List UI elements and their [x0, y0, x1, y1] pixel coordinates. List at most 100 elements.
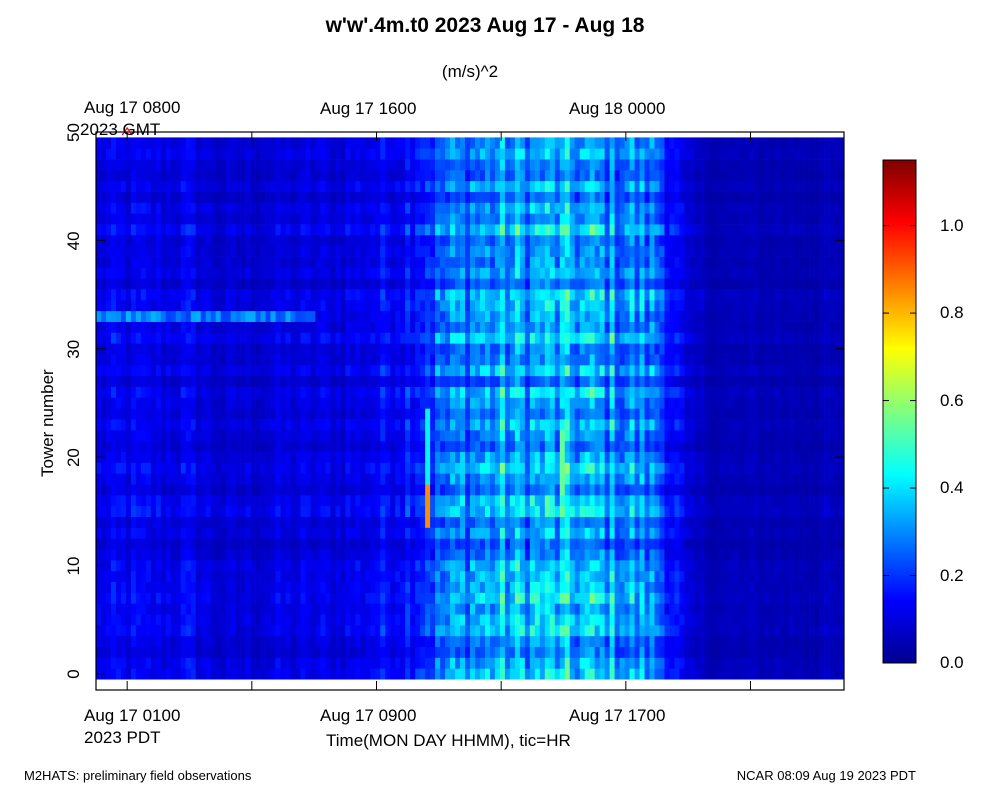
heatmap-cell [270, 646, 276, 658]
heatmap-cell [579, 408, 586, 420]
heatmap-cell [195, 570, 202, 582]
heatmap-cell [579, 386, 586, 398]
heatmap-cell [554, 354, 561, 366]
heatmap-cell [724, 451, 730, 463]
heatmap-cell [649, 635, 655, 648]
heatmap-cell [415, 668, 421, 680]
heatmap-cell [305, 559, 311, 572]
heatmap-cell [235, 375, 241, 387]
heatmap-cell [589, 429, 596, 442]
heatmap-cell [215, 516, 222, 528]
heatmap-cell [804, 635, 810, 648]
heatmap-cell [594, 484, 601, 496]
heatmap-cell [210, 494, 217, 507]
heatmap-cell [310, 646, 316, 658]
heatmap-cell [415, 527, 421, 539]
heatmap-cell [524, 538, 531, 550]
heatmap-cell [594, 364, 601, 377]
heatmap-cell [649, 538, 655, 550]
heatmap-cell [325, 559, 331, 572]
heatmap-cell [604, 354, 610, 366]
heatmap-cell [824, 473, 830, 485]
heatmap-cell [395, 549, 401, 561]
heatmap-cell [360, 646, 366, 658]
heatmap-cell [839, 397, 845, 409]
heatmap-cell [489, 321, 496, 333]
heatmap-cell [155, 354, 162, 366]
heatmap-cell [165, 603, 172, 615]
heatmap-cell [694, 462, 700, 474]
heatmap-cell [624, 603, 630, 615]
heatmap-cell [714, 614, 720, 626]
heatmap-cell [839, 614, 845, 626]
heatmap-cell [739, 375, 745, 387]
heatmap-cell [180, 343, 187, 355]
heatmap-cell [494, 559, 501, 572]
heatmap-cell [569, 343, 576, 355]
heatmap-cell [175, 484, 182, 496]
heatmap-cell [385, 429, 391, 442]
heatmap-cell [365, 354, 371, 366]
heatmap-cell [489, 657, 496, 669]
heatmap-cell [789, 494, 795, 507]
heatmap-cell [425, 549, 431, 561]
heatmap-cell [175, 397, 182, 409]
heatmap-cell [599, 354, 605, 366]
heatmap-cell [819, 592, 825, 604]
heatmap-cell [719, 343, 725, 355]
heatmap-cell [499, 440, 506, 452]
heatmap-cell [325, 635, 331, 648]
heatmap-cell [355, 570, 361, 582]
heatmap-cell [170, 538, 177, 550]
heatmap-cell [430, 494, 436, 507]
heatmap-cell [330, 624, 336, 637]
heatmap-cell [529, 570, 536, 582]
heatmap-cell [170, 397, 177, 409]
heatmap-cell [385, 364, 391, 377]
heatmap-cell [365, 397, 371, 409]
heatmap-cell [220, 570, 227, 582]
heatmap-cell [260, 310, 266, 322]
heatmap-cell [654, 549, 660, 561]
heatmap-cell [265, 473, 271, 485]
heatmap-cell [614, 657, 620, 669]
heatmap-cell [809, 570, 815, 582]
heatmap-cell [285, 516, 291, 528]
heatmap-cell [225, 592, 231, 604]
heatmap-cell [619, 614, 625, 626]
heatmap-cell [519, 397, 526, 409]
heatmap-cell [814, 657, 820, 669]
heatmap-cell [250, 624, 256, 637]
heatmap-cell [484, 494, 491, 507]
heatmap-cell [455, 343, 461, 355]
heatmap-cell [325, 462, 331, 474]
heatmap-cell [435, 484, 441, 496]
heatmap-cell [305, 332, 311, 344]
heatmap-cell [709, 549, 715, 561]
heatmap-cell [270, 527, 276, 539]
heatmap-cell [814, 624, 820, 637]
heatmap-cell [340, 440, 346, 452]
heatmap-cell [135, 429, 142, 442]
heatmap-cell [345, 505, 351, 517]
heatmap-cell [679, 484, 685, 496]
heatmap-cell [125, 429, 132, 442]
heatmap-cell [245, 332, 251, 344]
heatmap-cell [260, 559, 266, 572]
heatmap-cell [350, 408, 356, 420]
heatmap-cell [425, 570, 431, 582]
heatmap-cell [360, 549, 366, 561]
heatmap-cell [829, 668, 835, 680]
heatmap-cell [330, 343, 336, 355]
heatmap-cell [839, 538, 845, 550]
heatmap-cell [430, 581, 436, 593]
heatmap-cell [210, 419, 217, 431]
heatmap-cell [694, 484, 700, 496]
heatmap-cell [195, 559, 202, 572]
heatmap-cell [694, 419, 700, 431]
heatmap-cell [255, 484, 261, 496]
heatmap-cell [205, 549, 212, 561]
heatmap-cell [529, 635, 536, 648]
heatmap-cell [245, 408, 251, 420]
heatmap-cell [305, 624, 311, 637]
